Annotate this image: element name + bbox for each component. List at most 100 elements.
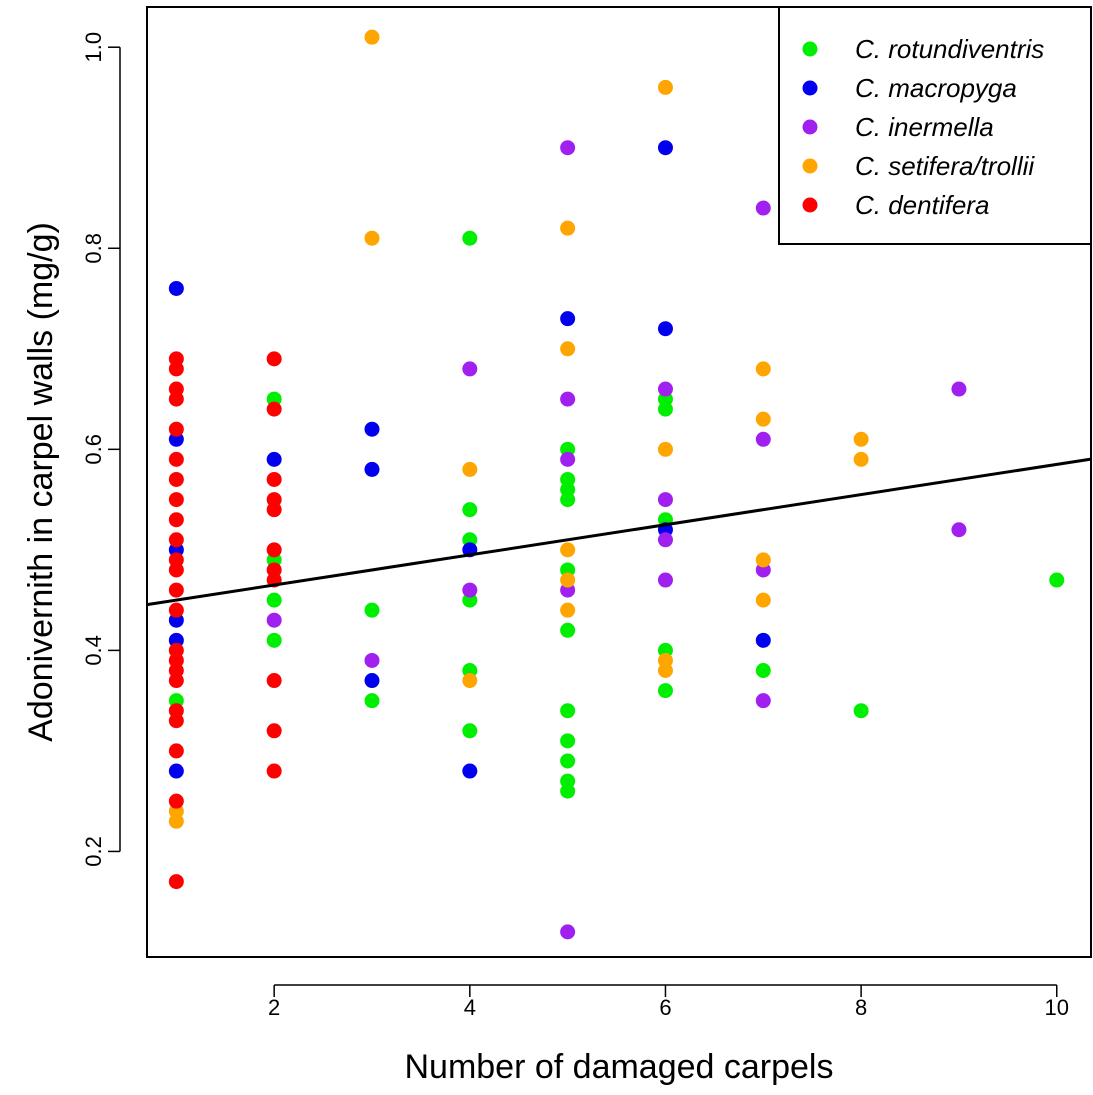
data-point: [168, 713, 184, 729]
data-point: [266, 401, 282, 417]
data-point: [266, 451, 282, 467]
data-point: [657, 140, 673, 156]
data-point: [462, 673, 478, 689]
data-point: [462, 361, 478, 377]
data-point: [168, 673, 184, 689]
data-point: [560, 451, 576, 467]
data-point: [266, 673, 282, 689]
legend-marker: [802, 158, 818, 174]
x-tick-label: 6: [659, 995, 671, 1020]
x-tick-label: 2: [268, 995, 280, 1020]
data-point: [657, 79, 673, 95]
data-point: [266, 351, 282, 367]
data-point: [364, 673, 380, 689]
data-point: [266, 632, 282, 648]
y-axis-title: Adonivernith in carpel walls (mg/g): [22, 222, 60, 742]
data-point: [951, 381, 967, 397]
x-axis: 2 4 6 8 10: [268, 984, 1069, 1020]
data-point: [266, 592, 282, 608]
data-point: [168, 813, 184, 829]
data-point: [168, 391, 184, 407]
data-point: [755, 662, 771, 678]
y-tick-label: 0.6: [81, 434, 106, 465]
data-point: [364, 602, 380, 618]
data-point: [657, 683, 673, 699]
data-point: [560, 572, 576, 588]
data-point: [168, 451, 184, 467]
data-point: [560, 733, 576, 749]
data-point: [951, 522, 967, 538]
y-tick-label: 1.0: [81, 32, 106, 63]
data-point: [560, 924, 576, 940]
data-point: [462, 461, 478, 477]
data-point: [168, 492, 184, 508]
x-tick-label: 8: [855, 995, 867, 1020]
data-point: [266, 612, 282, 628]
trend-line: [146, 457, 1092, 607]
data-point: [168, 763, 184, 779]
data-point: [657, 572, 673, 588]
y-axis: 0.2 0.4 0.6 0.8 1.0: [81, 32, 121, 867]
legend-marker: [802, 197, 818, 213]
data-point: [657, 492, 673, 508]
data-point: [755, 632, 771, 648]
legend: C. rotundiventris C. macropyga C. inermell…: [778, 6, 1092, 245]
data-point: [462, 763, 478, 779]
data-point: [168, 874, 184, 890]
data-point: [560, 542, 576, 558]
legend-marker: [802, 119, 818, 135]
data-point: [755, 592, 771, 608]
data-point: [168, 471, 184, 487]
data-point: [266, 502, 282, 518]
data-point: [168, 582, 184, 598]
data-point: [364, 421, 380, 437]
data-point: [462, 723, 478, 739]
data-point: [168, 512, 184, 528]
data-point: [168, 532, 184, 548]
legend-marker: [802, 41, 818, 57]
data-point: [266, 542, 282, 558]
data-point: [560, 622, 576, 638]
data-point: [657, 662, 673, 678]
data-point: [364, 230, 380, 246]
data-point: [364, 461, 380, 477]
x-tick-label: 10: [1045, 995, 1069, 1020]
legend-label: C. macropyga: [855, 73, 1017, 103]
y-tick-label: 0.8: [81, 233, 106, 264]
data-point: [462, 582, 478, 598]
y-tick-label: 0.2: [81, 836, 106, 867]
x-axis-title: Number of damaged carpels: [404, 1048, 833, 1086]
data-point: [853, 431, 869, 447]
data-point: [560, 341, 576, 357]
plot-frame: [146, 6, 1092, 958]
data-point: [266, 723, 282, 739]
x-tick-label: 4: [464, 995, 476, 1020]
data-point: [755, 411, 771, 427]
data-point: [560, 492, 576, 508]
data-point: [364, 29, 380, 45]
data-point: [364, 652, 380, 668]
data-point: [168, 280, 184, 296]
y-tick-label: 0.4: [81, 635, 106, 666]
data-point: [755, 552, 771, 568]
data-point: [266, 471, 282, 487]
data-point: [168, 562, 184, 578]
data-point: [560, 391, 576, 407]
data-point: [560, 311, 576, 327]
data-point: [560, 783, 576, 799]
data-point: [755, 200, 771, 216]
data-point: [657, 441, 673, 457]
legend-label: C. dentifera: [855, 190, 989, 220]
data-point: [853, 703, 869, 719]
data-point: [657, 401, 673, 417]
data-point: [853, 451, 869, 467]
legend-box: [778, 6, 1092, 245]
data-point: [560, 753, 576, 769]
data-point: [560, 220, 576, 236]
legend-marker: [802, 80, 818, 96]
data-point: [755, 361, 771, 377]
data-point: [560, 140, 576, 156]
data-point: [168, 421, 184, 437]
data-point: [364, 693, 380, 709]
